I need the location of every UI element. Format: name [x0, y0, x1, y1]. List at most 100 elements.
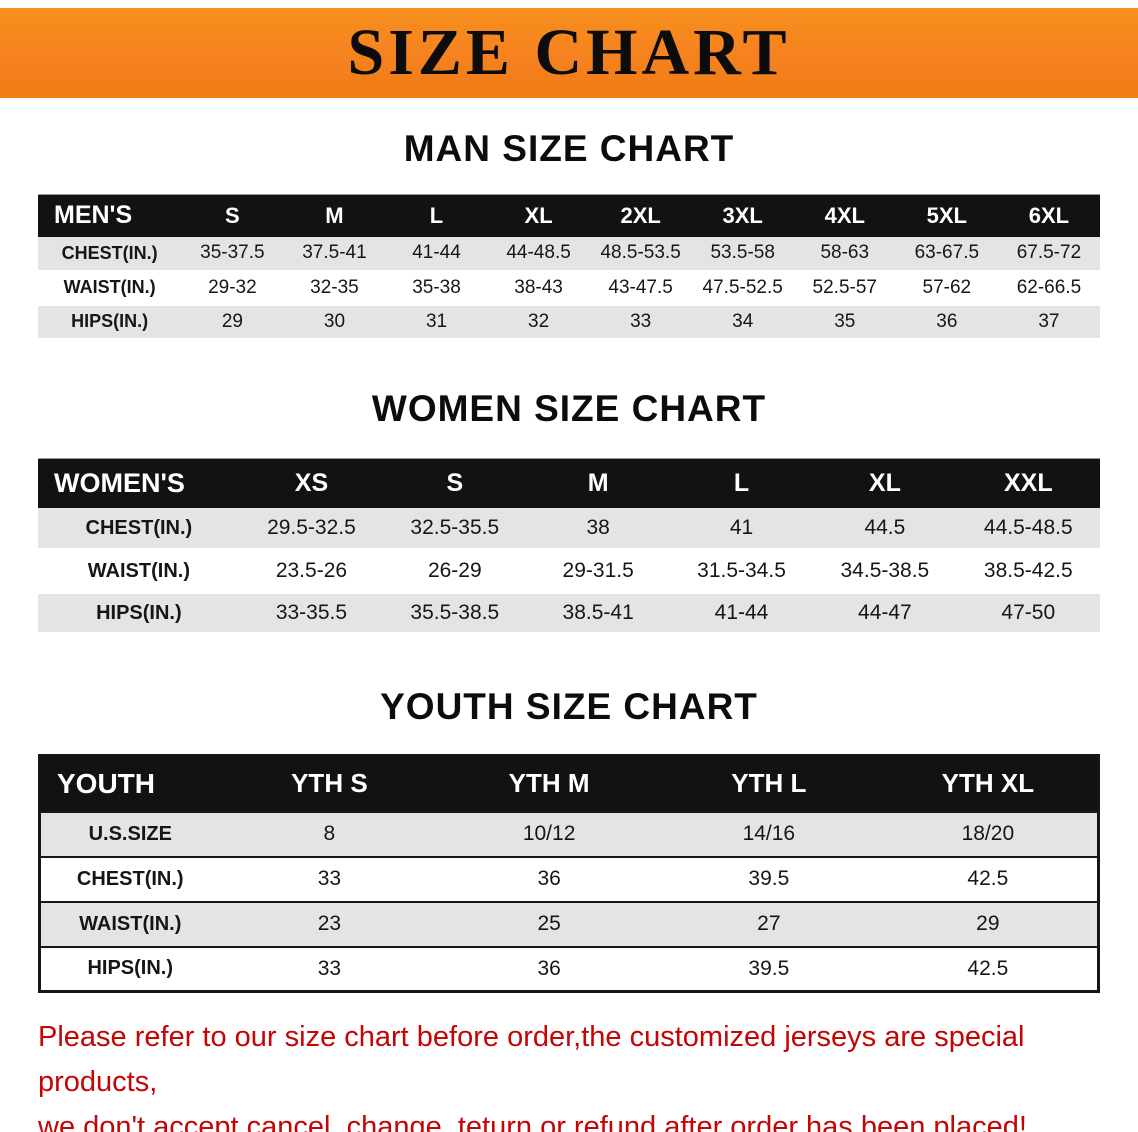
table-cell: 44.5-48.5 — [983, 516, 1073, 539]
disclaimer: Please refer to our size chart before or… — [0, 1015, 1138, 1132]
table-row: HIPS(IN.) 29 30 31 32 33 34 35 36 37 — [38, 304, 1100, 339]
column-header: 2XL — [589, 194, 692, 237]
table-cell: 44-47 — [858, 601, 912, 624]
column-header: XL — [487, 194, 590, 237]
youth-size-table: YOUTH YTH S YTH M YTH L YTH XL U.S.SIZE 8 10/12… — [38, 754, 1100, 993]
table-cell: 30 — [323, 310, 346, 332]
table-title-cell: YOUTH — [39, 755, 220, 812]
table-cell: 67.5-72 — [1016, 242, 1082, 263]
table-cell: 42.5 — [967, 956, 1009, 980]
row-label: WAIST(IN.) — [79, 912, 182, 935]
table-cell: 52.5-57 — [812, 276, 877, 298]
table-header-row: WOMEN'S XS S M L XL XXL — [38, 458, 1100, 508]
table-cell: 29-32 — [208, 276, 257, 298]
page-title: SIZE CHART — [347, 16, 791, 89]
table-cell: 35-38 — [412, 276, 461, 298]
table-row: CHEST(IN.) 35-37.5 37.5-41 41-44 44-48.5 48.5… — [38, 236, 1100, 271]
column-header: XXL — [956, 458, 1100, 508]
column-header: M — [283, 194, 386, 237]
table-cell: 29 — [976, 912, 1000, 935]
table-cell: 31 — [425, 310, 448, 332]
column-header: L — [385, 194, 488, 237]
table-cell: 58-63 — [820, 242, 870, 263]
table-cell: 36 — [936, 310, 958, 332]
table-cell: 10/12 — [522, 822, 576, 845]
table-cell: 38 — [586, 516, 610, 539]
table-cell: 47-50 — [1001, 601, 1056, 624]
table-row: U.S.SIZE 8 10/12 14/16 18/20 — [39, 811, 1099, 857]
row-label: CHEST(IN.) — [76, 867, 184, 890]
table-cell: 38.5-41 — [562, 601, 634, 624]
table-title-cell: MEN'S — [38, 194, 182, 237]
column-header: S — [383, 458, 527, 508]
women-size-table: WOMEN'S XS S M L XL XXL CHEST(IN.) 29.5-32.5 32.5… — [38, 457, 1100, 636]
row-label: CHEST(IN.) — [85, 516, 193, 539]
table-row: HIPS(IN.) 33-35.5 35.5-38.5 38.5-41 41-44 44-… — [38, 592, 1100, 634]
column-header: YTH M — [439, 755, 659, 812]
table-cell: 33 — [317, 956, 342, 980]
table-cell: 8 — [323, 822, 336, 845]
table-cell: 39.5 — [748, 867, 790, 890]
disclaimer-line-2: we don't accept cancel, change, teturn o… — [38, 1111, 1027, 1132]
table-row: WAIST(IN.) 23 25 27 29 — [39, 901, 1099, 947]
table-cell: 26-29 — [427, 559, 482, 582]
column-header: 6XL — [997, 194, 1100, 237]
row-label: HIPS(IN.) — [96, 601, 182, 624]
table-title-cell: WOMEN'S — [38, 458, 240, 508]
women-section-heading: WOMEN SIZE CHART — [371, 387, 767, 429]
table-cell: 32 — [528, 310, 550, 332]
column-header: 3XL — [691, 194, 794, 237]
column-header: YTH L — [658, 755, 879, 812]
youth-section-heading: YOUTH SIZE CHART — [380, 686, 758, 727]
table-row: HIPS(IN.) 33 36 39.5 42.5 — [39, 946, 1099, 992]
table-header-row: YOUTH YTH S YTH M YTH L YTH XL — [39, 755, 1099, 812]
row-label: CHEST(IN.) — [61, 242, 158, 263]
table-cell: 29.5-32.5 — [267, 516, 356, 539]
table-cell: 36 — [537, 867, 561, 890]
table-row: CHEST(IN.) 29.5-32.5 32.5-35.5 38 41 44.5 44.5… — [38, 508, 1100, 550]
row-label: HIPS(IN.) — [71, 311, 149, 331]
table-cell: 41 — [729, 516, 754, 539]
table-cell: 32.5-35.5 — [410, 516, 500, 539]
banner: SIZE CHART — [0, 8, 1138, 98]
column-header: S — [181, 194, 284, 237]
table-cell: 33 — [630, 310, 652, 332]
men-section-heading: MAN SIZE CHART — [403, 128, 735, 169]
table-cell: 23.5-26 — [275, 559, 348, 582]
column-header: 5XL — [895, 194, 998, 237]
row-label: HIPS(IN.) — [87, 957, 174, 980]
table-cell: 32-35 — [310, 276, 359, 298]
table-cell: 38.5-42.5 — [983, 559, 1073, 582]
column-header: YTH S — [219, 755, 440, 812]
row-label: U.S.SIZE — [88, 822, 172, 845]
table-cell: 41-44 — [412, 242, 461, 263]
table-cell: 27 — [757, 912, 781, 935]
men-size-table: MEN'S S M L XL 2XL 3XL 4XL 5XL 6XL CHEST(IN.) 35-37… — [38, 194, 1100, 340]
table-cell: 37 — [1038, 310, 1060, 332]
table-cell: 36 — [537, 956, 561, 980]
table-cell: 41-44 — [714, 601, 769, 624]
table-cell: 34 — [732, 310, 754, 332]
table-cell: 62-66.5 — [1016, 276, 1082, 298]
table-cell: 43-47.5 — [608, 276, 673, 298]
table-cell: 33 — [317, 867, 342, 890]
column-header: XL — [813, 458, 957, 508]
table-cell: 18/20 — [961, 822, 1015, 845]
column-header: M — [526, 458, 670, 508]
table-cell: 29 — [221, 310, 243, 332]
table-cell: 63-67.5 — [914, 242, 980, 263]
table-cell: 57-62 — [922, 276, 972, 298]
table-cell: 35.5-38.5 — [410, 601, 500, 624]
column-header: XS — [239, 458, 384, 508]
table-cell: 23 — [317, 912, 342, 935]
table-cell: 37.5-41 — [302, 242, 367, 263]
table-cell: 34.5-38.5 — [840, 559, 930, 582]
table-cell: 53.5-58 — [710, 242, 775, 263]
table-cell: 42.5 — [967, 867, 1009, 890]
table-row: WAIST(IN.) 23.5-26 26-29 29-31.5 31.5-34.5 34… — [38, 550, 1100, 592]
table-row: CHEST(IN.) 33 36 39.5 42.5 — [39, 856, 1099, 902]
table-cell: 44.5 — [864, 516, 906, 539]
table-cell: 29-31.5 — [562, 559, 634, 582]
column-header: L — [669, 458, 814, 508]
